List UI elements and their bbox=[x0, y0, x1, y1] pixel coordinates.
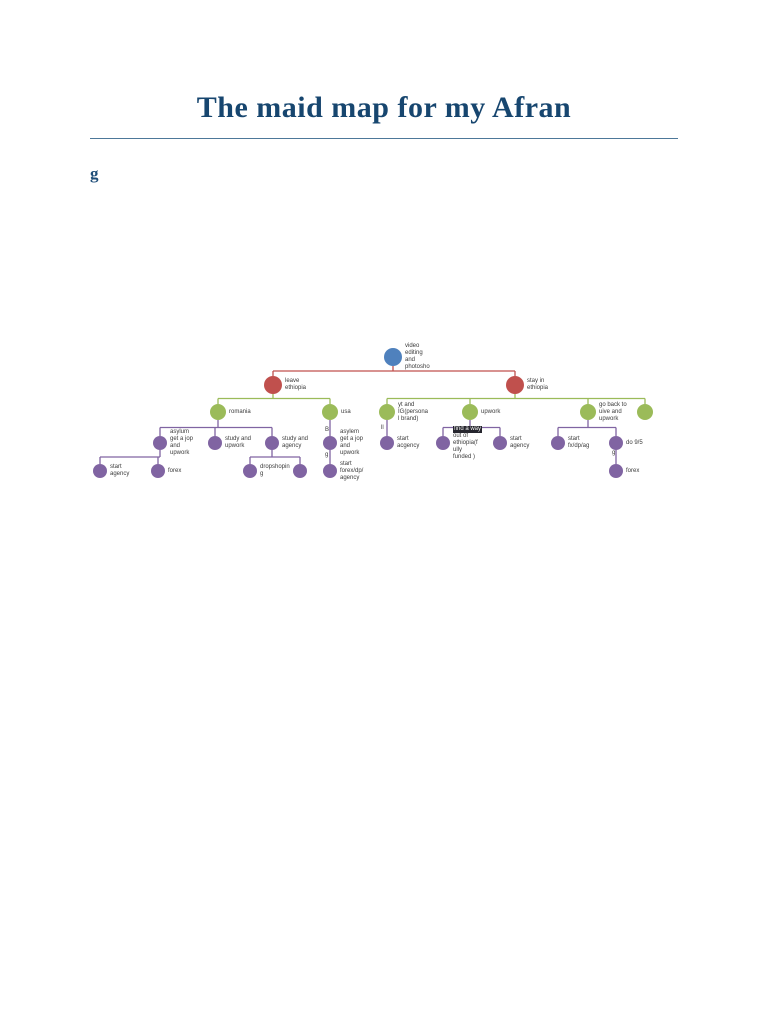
node-label-leave-ethiopia: leave ethiopia bbox=[285, 378, 307, 391]
node-circle-start-acgency bbox=[380, 436, 394, 450]
connector-video-editing bbox=[272, 366, 516, 376]
node-label-asylem-jop-upwork: asylem get a jop and upwork bbox=[340, 429, 364, 456]
node-label-start-fx-dp-ag: start fx/dp/ag bbox=[568, 436, 590, 449]
node-circle-do-9-5 bbox=[609, 436, 623, 450]
node-circle-stay-in-ethiopia bbox=[506, 376, 524, 394]
node-label-study-and-upwork: study and upwork bbox=[225, 436, 252, 449]
title-section: The maid map for my Afran bbox=[90, 90, 678, 139]
node-label-upwork: upwork bbox=[481, 408, 501, 415]
node-circle-yt-ig-personal-brand bbox=[379, 404, 395, 420]
node-label-find-a-way-out: find a way out of ethiopia(f ully funded ) bbox=[453, 425, 483, 460]
node-circle-forex-asylum bbox=[151, 464, 165, 478]
node-circle-usa bbox=[322, 404, 338, 420]
node-label-stay-in-ethiopia: stay in ethiopia bbox=[527, 378, 549, 391]
node-circle-forex-do95 bbox=[609, 464, 623, 478]
connector-go-back-uive-upwork bbox=[557, 420, 617, 436]
document-heading: g bbox=[90, 164, 99, 183]
node-label-yt-ig-personal-brand: yt and IG(persona l brand) bbox=[398, 401, 429, 422]
highlighted-text: find a way bbox=[453, 425, 483, 433]
node-circle-go-back-uive-upwork bbox=[580, 404, 596, 420]
overflow-text-2: g bbox=[325, 452, 329, 458]
connector-asylum-jop-upwork bbox=[99, 450, 161, 464]
node-label-do-9-5: do 9/5 bbox=[626, 439, 643, 446]
node-label-romania: romania bbox=[229, 408, 251, 415]
node-circle-start-forex-dp-agency bbox=[323, 464, 337, 478]
connector-romania bbox=[159, 420, 273, 436]
node-circle-upwork bbox=[462, 404, 478, 420]
overflow-text-0: B bbox=[325, 427, 330, 433]
node-circle-find-a-way-out bbox=[436, 436, 450, 450]
node-label-study-and-agency: study and agency bbox=[282, 436, 309, 449]
connector-stay-in-ethiopia bbox=[386, 394, 646, 404]
node-circle-asylum-jop-upwork bbox=[153, 436, 167, 450]
node-label-start-forex-dp-agency: start forex/dp/agency bbox=[340, 460, 364, 481]
node-circle-romania bbox=[210, 404, 226, 420]
connector-study-and-agency bbox=[249, 450, 301, 464]
node-circle-video-editing bbox=[384, 348, 402, 366]
node-circle-unlabeled-purple bbox=[293, 464, 307, 478]
node-circle-start-agency-upwork bbox=[493, 436, 507, 450]
node-circle-start-fx-dp-ag bbox=[551, 436, 565, 450]
node-label-start-agency-asylum: start agency bbox=[110, 464, 130, 477]
node-label-forex-do95: forex bbox=[626, 467, 640, 474]
node-label-dropshoping: dropshopin g bbox=[260, 464, 290, 477]
node-label-forex-asylum: forex bbox=[168, 467, 182, 474]
node-circle-leave-ethiopia bbox=[264, 376, 282, 394]
node-circle-study-and-agency bbox=[265, 436, 279, 450]
node-label-asylum-jop-upwork: asylum get a jop and upwork bbox=[170, 429, 194, 456]
node-label-usa: usa bbox=[341, 408, 351, 415]
node-circle-dropshoping bbox=[243, 464, 257, 478]
connector-leave-ethiopia bbox=[217, 394, 331, 404]
node-circle-unlabeled-green bbox=[637, 404, 653, 420]
overflow-text-1: ll bbox=[381, 425, 384, 431]
document-title: The maid map for my Afran bbox=[196, 91, 572, 124]
node-label-video-editing: video editing and photosho bbox=[405, 343, 430, 370]
node-label-start-agency-upwork: start agency bbox=[510, 436, 530, 449]
node-circle-asylem-jop-upwork bbox=[323, 436, 337, 450]
node-circle-start-agency-asylum bbox=[93, 464, 107, 478]
node-circle-study-and-upwork bbox=[208, 436, 222, 450]
node-label-start-acgency: start acgency bbox=[397, 436, 420, 449]
overflow-text-3: g bbox=[612, 450, 616, 456]
node-label-go-back-uive-upwork: go back to uive and upwork bbox=[599, 401, 627, 422]
